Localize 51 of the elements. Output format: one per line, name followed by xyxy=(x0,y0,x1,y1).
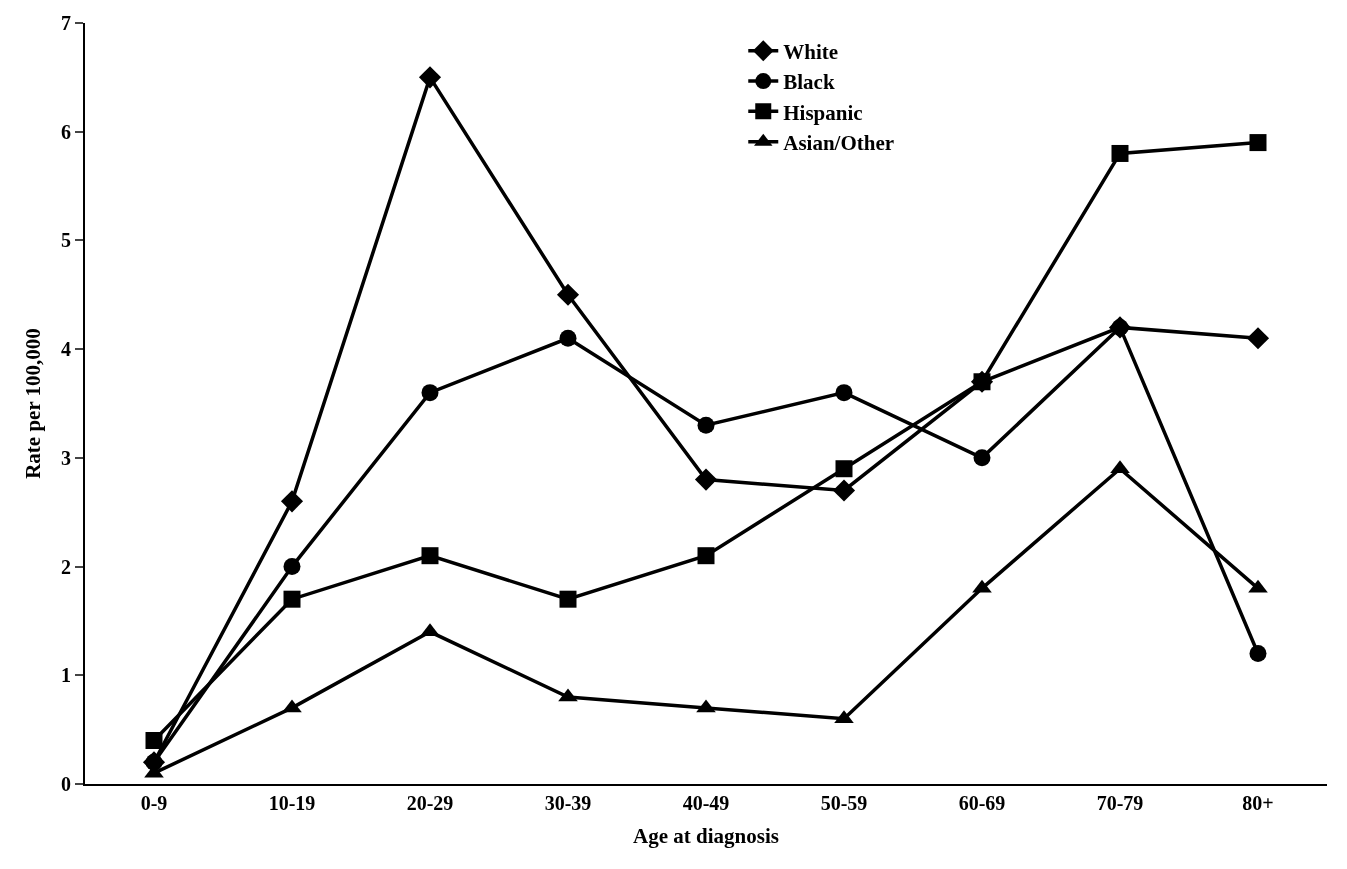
point xyxy=(1248,579,1268,593)
y-tick-label: 0 xyxy=(61,773,71,795)
point xyxy=(421,547,439,565)
point xyxy=(558,688,578,702)
point xyxy=(283,590,301,608)
point xyxy=(283,558,301,576)
point xyxy=(556,283,580,306)
point xyxy=(420,623,440,637)
y-tick-label: 6 xyxy=(61,120,71,143)
point xyxy=(282,699,302,713)
x-tick-label: 40-49 xyxy=(682,792,730,814)
legend-label: Black xyxy=(783,70,835,95)
point xyxy=(697,547,715,565)
y-tick-label: 7 xyxy=(61,12,71,34)
point xyxy=(1246,327,1270,350)
x-tick-label: 60-69 xyxy=(958,792,1006,814)
point xyxy=(145,732,163,750)
point xyxy=(835,460,853,478)
legend-label: White xyxy=(783,39,839,64)
y-tick-label: 1 xyxy=(61,664,71,687)
point xyxy=(559,590,577,608)
x-tick-label: 80+ xyxy=(1242,792,1274,814)
point xyxy=(421,384,439,402)
y-tick-label: 3 xyxy=(61,446,71,469)
x-tick-label: 30-39 xyxy=(544,792,592,814)
point xyxy=(1249,134,1267,152)
y-tick-label: 2 xyxy=(61,555,71,578)
point xyxy=(834,710,854,724)
point xyxy=(694,468,718,491)
point xyxy=(418,66,442,89)
point xyxy=(1111,144,1129,162)
point xyxy=(697,416,715,434)
x-tick-label: 50-59 xyxy=(820,792,868,814)
legend-label: Asian/Other xyxy=(783,130,895,155)
x-axis-title: Age at diagnosis xyxy=(633,823,779,848)
point xyxy=(832,479,856,502)
point xyxy=(973,449,991,467)
x-tick-label: 70-79 xyxy=(1096,792,1144,814)
y-tick-label: 5 xyxy=(61,229,71,252)
point xyxy=(972,579,992,593)
y-axis-title: Rate per 100,000 xyxy=(20,328,45,479)
y-tick-label: 4 xyxy=(61,338,71,361)
point xyxy=(280,490,304,513)
legend-label: Hispanic xyxy=(783,100,863,125)
x-tick-label: 10-19 xyxy=(268,792,316,814)
x-tick-label: 0-9 xyxy=(140,792,168,814)
point xyxy=(559,329,577,347)
point xyxy=(696,699,716,713)
point xyxy=(1249,645,1267,663)
point xyxy=(835,384,853,402)
x-tick-label: 20-29 xyxy=(406,792,454,814)
